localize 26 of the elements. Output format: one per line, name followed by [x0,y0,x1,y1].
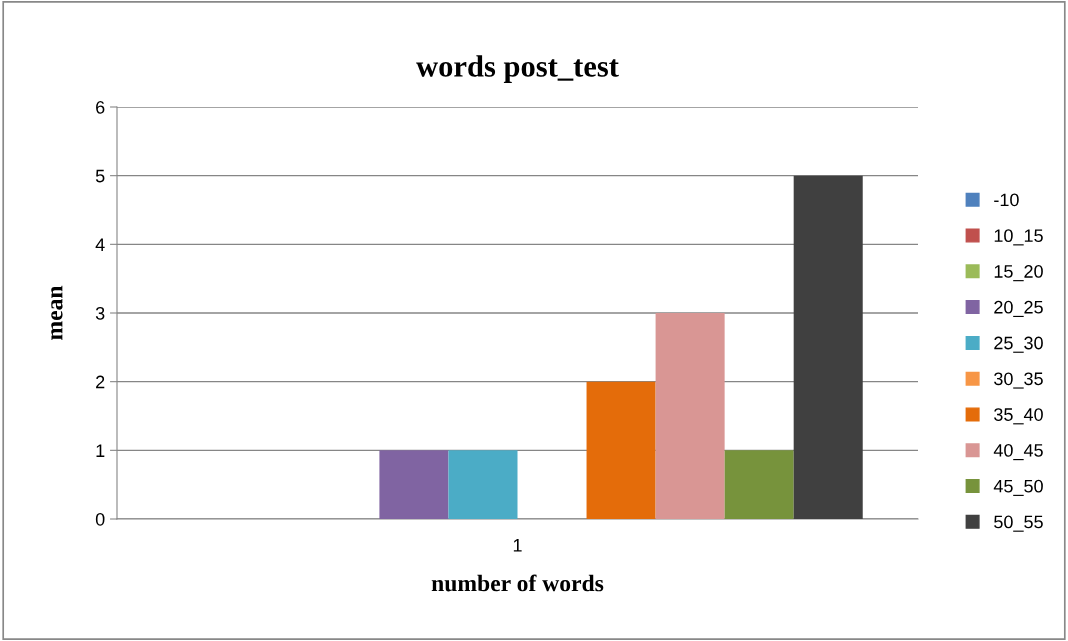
legend-label: 20_25 [994,300,1043,318]
bar [655,313,725,519]
legend-label: 35_40 [994,408,1043,425]
y-tick-label: 4 [95,238,105,251]
legend-label: 40_45 [993,443,1043,461]
legend-label: 15_20 [994,265,1043,282]
legend-label: 45_50 [993,479,1043,496]
y-axis-title: mean [51,285,63,340]
y-tick-label: 1 [96,444,105,457]
legend-label: 30_35 [994,372,1043,389]
chart-title: words post_test [416,55,619,83]
bar [724,450,794,519]
x-axis-title: number of words [431,574,604,592]
legend-label: 50_55 [994,515,1043,532]
legend-label: 25_30 [994,336,1043,353]
y-tick-label: 2 [96,375,105,389]
bar [379,450,449,519]
y-tick-label: 3 [95,306,105,320]
legend-label: -10 [994,193,1019,207]
bar [793,175,863,519]
y-tick-label: 0 [95,512,105,526]
legend-label: 10_15 [994,229,1043,246]
y-tick-label: 5 [95,169,105,183]
bar [448,450,518,519]
y-tick-label: 6 [96,100,105,114]
bar [586,381,656,519]
